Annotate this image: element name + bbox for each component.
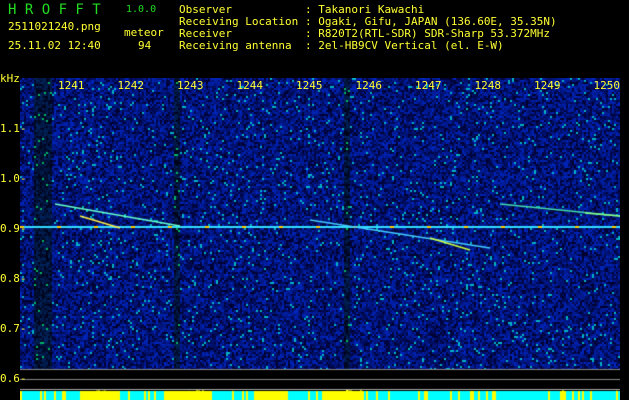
info-label: Receiver — [179, 27, 232, 40]
info-value: 2el-HB9CV Vertical (el. E-W) — [318, 39, 504, 52]
info-location: Receiving Location: Ogaki, Gifu, JAPAN (… — [179, 15, 557, 28]
app-title: H R O F F T — [8, 2, 101, 18]
meteor-label: meteor — [124, 26, 164, 39]
app-version: 1.0.0 — [126, 4, 157, 15]
y-tick-label: 0.9- — [0, 222, 27, 235]
info-receiver: Receiver: R820T2(RTL-SDR) SDR-Sharp 53.3… — [179, 27, 551, 40]
x-tick-label: 1242 — [117, 79, 145, 92]
x-tick-label: 1243 — [177, 79, 204, 92]
info-label: Receiving Location — [179, 15, 299, 28]
y-tick-label: 0.8- — [0, 272, 27, 285]
datetime: 25.11.02 12:40 — [8, 39, 101, 52]
info-antenna: Receiving antenna: 2el-HB9CV Vertical (e… — [179, 39, 504, 52]
x-tick-label: 1246 — [355, 79, 383, 92]
x-tick-label: 1250 — [593, 79, 621, 92]
x-tick-label: 1244 — [236, 79, 264, 92]
x-tick-label: 1241 — [58, 79, 85, 92]
y-tick-label: 1.0- — [0, 172, 27, 185]
meteor-count: 94 — [138, 39, 152, 52]
info-value: Ogaki, Gifu, JAPAN (136.60E, 35.35N) — [318, 15, 557, 28]
info-label: Receiving antenna — [179, 39, 292, 52]
y-tick-label: 0.7- — [0, 322, 27, 335]
info-value: Takanori Kawachi — [318, 3, 425, 16]
y-tick-label: 1.1- — [0, 122, 27, 135]
x-tick-label: 1245 — [296, 79, 323, 92]
x-tick-label: 1249 — [534, 79, 561, 92]
spectrogram — [20, 78, 620, 400]
x-tick-label: 1248 — [474, 79, 502, 92]
info-observer: Observer: Takanori Kawachi — [179, 3, 425, 16]
y-unit-label: kHz — [0, 72, 20, 85]
y-tick-label: 0.6- — [0, 372, 27, 385]
x-tick-label: 1247 — [415, 79, 442, 92]
info-value: R820T2(RTL-SDR) SDR-Sharp 53.372MHz — [318, 27, 551, 40]
info-label: Observer — [179, 3, 232, 16]
filename: 2511021240.png — [8, 20, 101, 33]
